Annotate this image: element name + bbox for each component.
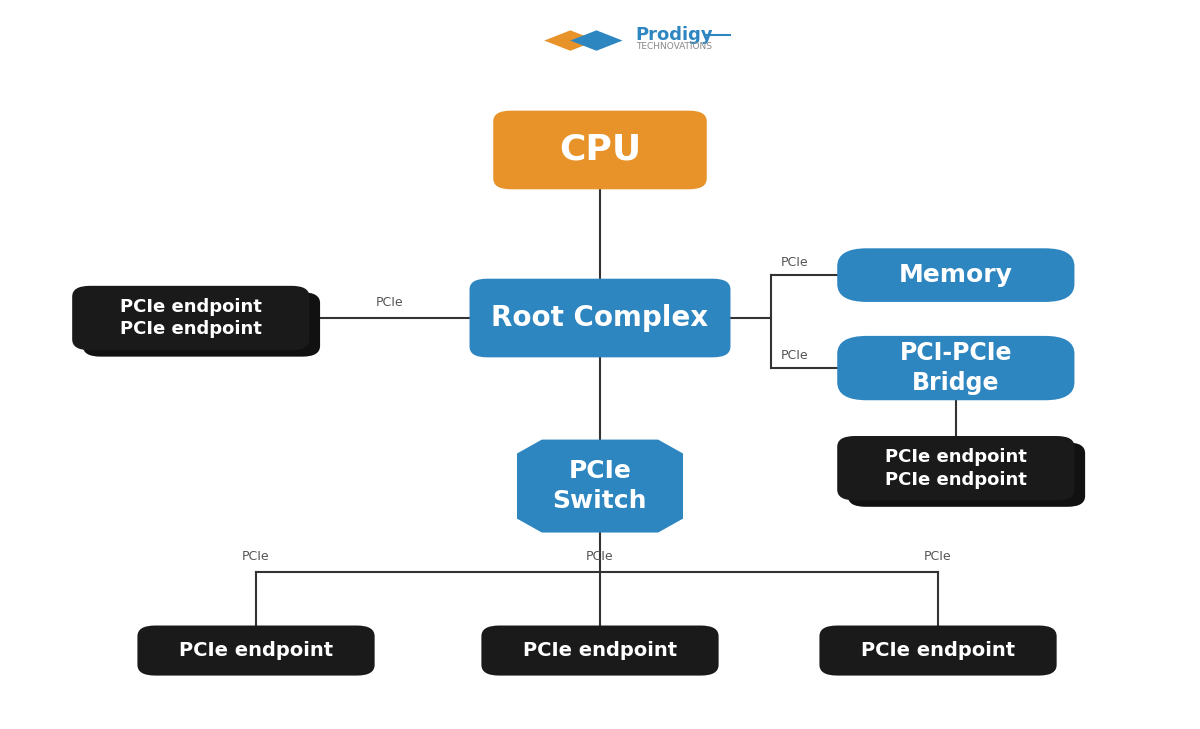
Text: PCIe endpoint: PCIe endpoint [523, 641, 677, 660]
Text: PCIe endpoint: PCIe endpoint [860, 641, 1015, 660]
Text: Prodigy: Prodigy [636, 26, 713, 44]
Text: PCIe: PCIe [242, 550, 270, 563]
Text: TECHNOVATIONS: TECHNOVATIONS [636, 42, 712, 52]
FancyBboxPatch shape [138, 625, 374, 676]
FancyBboxPatch shape [83, 292, 320, 356]
FancyBboxPatch shape [838, 436, 1074, 500]
Text: PCIe: PCIe [780, 348, 808, 362]
Text: PCIe: PCIe [780, 256, 808, 269]
FancyBboxPatch shape [493, 111, 707, 190]
FancyBboxPatch shape [838, 249, 1074, 302]
Text: Root Complex: Root Complex [492, 304, 708, 332]
Polygon shape [570, 31, 623, 51]
Text: CPU: CPU [559, 133, 641, 167]
FancyBboxPatch shape [820, 625, 1057, 676]
Text: PCIe: PCIe [924, 550, 952, 563]
Polygon shape [545, 31, 596, 51]
Text: PCI-PCIe
Bridge: PCI-PCIe Bridge [900, 340, 1012, 395]
Polygon shape [517, 440, 683, 533]
Text: PCIe: PCIe [376, 297, 403, 309]
Text: PCIe: PCIe [586, 550, 614, 563]
Text: PCIe endpoint
PCIe endpoint: PCIe endpoint PCIe endpoint [884, 448, 1027, 488]
FancyBboxPatch shape [72, 286, 310, 350]
Text: PCIe endpoint: PCIe endpoint [179, 641, 334, 660]
FancyBboxPatch shape [848, 443, 1085, 507]
FancyBboxPatch shape [469, 278, 731, 357]
Text: PCIe endpoint
PCIe endpoint: PCIe endpoint PCIe endpoint [120, 297, 262, 338]
Text: PCIe
Switch: PCIe Switch [553, 459, 647, 513]
Text: Memory: Memory [899, 263, 1013, 287]
FancyBboxPatch shape [481, 625, 719, 676]
FancyBboxPatch shape [838, 336, 1074, 400]
